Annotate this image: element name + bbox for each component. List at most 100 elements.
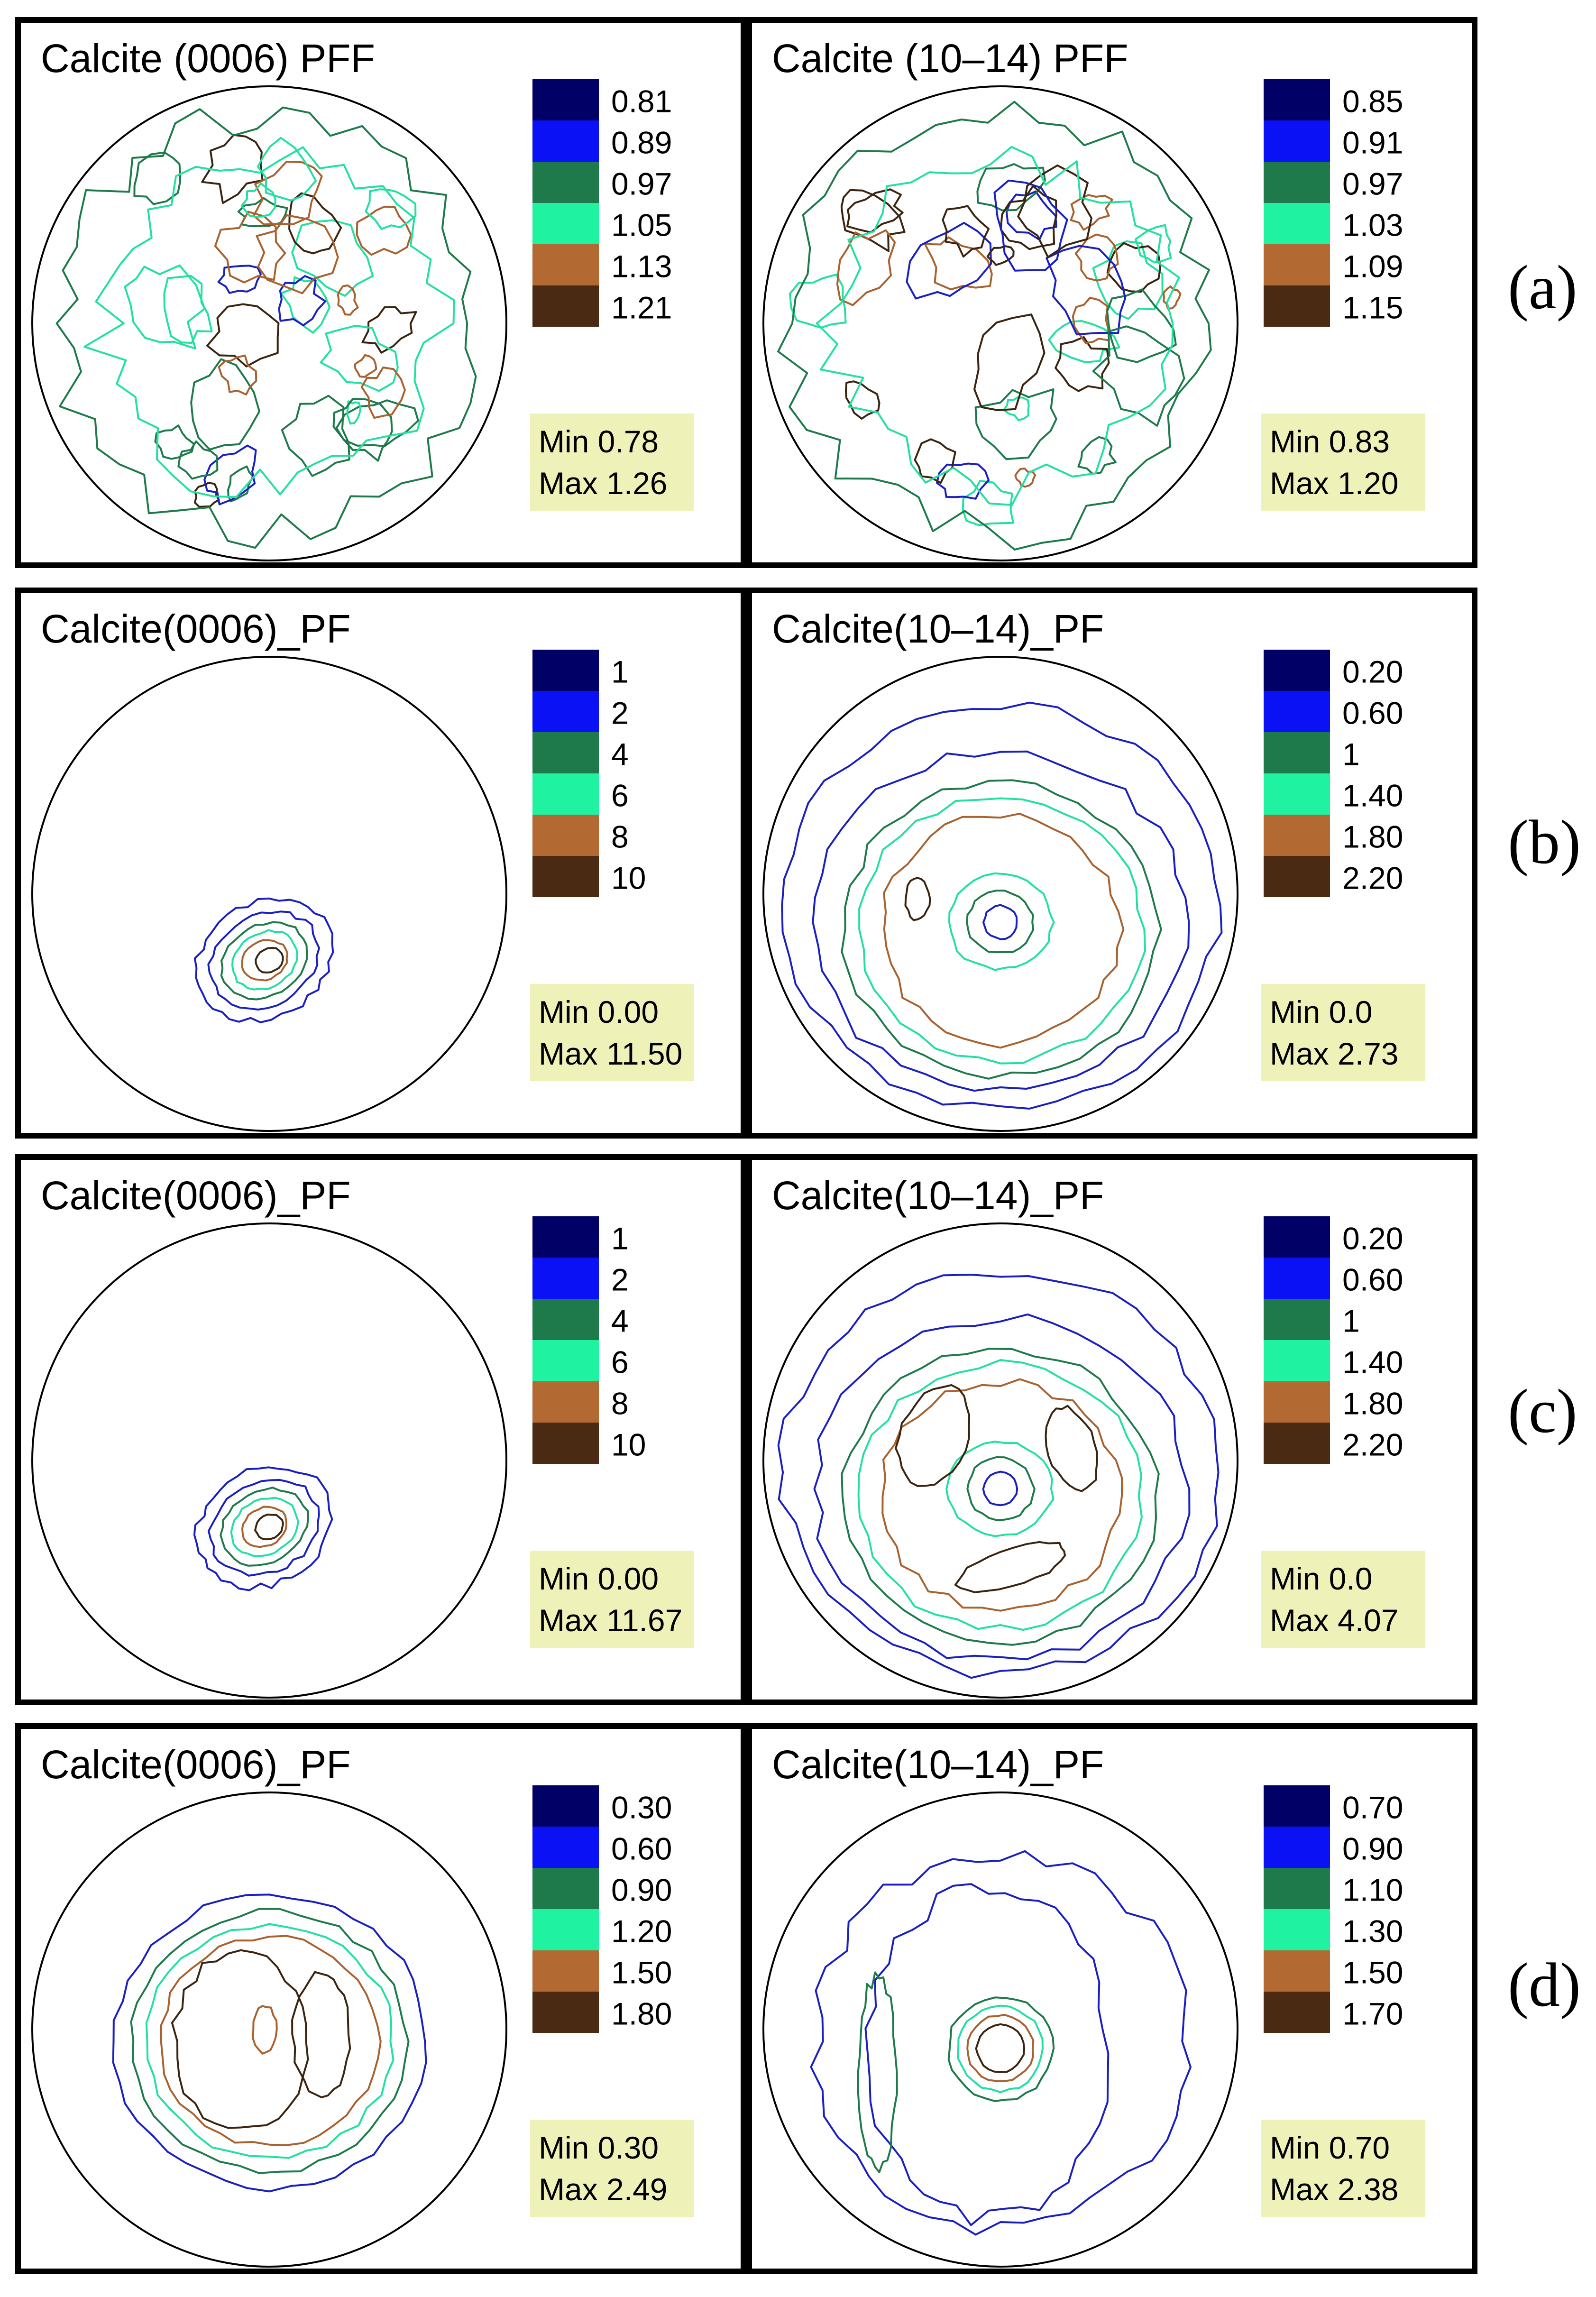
stats-box	[1261, 1551, 1425, 1648]
contour-line	[55, 106, 477, 549]
legend-label-3: 0.90	[611, 1873, 672, 1908]
legend-swatch-1	[1264, 79, 1330, 120]
contour-level-2	[130, 1908, 410, 2174]
legend-swatch-6	[1264, 285, 1330, 327]
legend-label-5: 8	[611, 1386, 629, 1421]
contour-level-6	[254, 1513, 284, 1541]
stats-box	[530, 1551, 694, 1648]
legend-label-2: 2	[611, 696, 629, 731]
contour-line	[1106, 288, 1177, 363]
legend-label-5: 1.50	[1342, 1955, 1403, 1990]
legend-swatch-3	[532, 732, 599, 773]
stat-max: Max 11.50	[539, 1036, 682, 1071]
contour-level-5	[241, 1506, 288, 1548]
legend-swatch-3	[532, 1868, 599, 1909]
legend-swatch-4	[532, 203, 599, 244]
contour-level-1	[193, 1466, 333, 1591]
legend-swatch-2	[1264, 691, 1330, 732]
contour-group	[193, 897, 334, 1023]
contour-line	[1046, 245, 1127, 336]
contour-inner-2	[966, 890, 1035, 954]
contour-level-1	[781, 701, 1223, 1110]
legend-swatch-2	[1264, 1258, 1330, 1299]
legend-swatch-6	[1264, 856, 1330, 897]
stereonet-circle-icon	[31, 1222, 507, 1699]
legend-label-1: 0.20	[1342, 654, 1403, 689]
legend-label-6: 1.21	[611, 290, 672, 325]
contour-line	[1134, 224, 1172, 264]
legend-swatch-3	[1264, 732, 1330, 773]
contour-line	[281, 395, 350, 477]
stereonet-circle-icon	[31, 1792, 507, 2268]
stats-box	[530, 413, 694, 511]
stereonet-circle-icon	[31, 85, 507, 561]
contour-line	[177, 440, 219, 480]
contour-line	[361, 306, 417, 354]
legend-swatch-5	[532, 1950, 599, 1992]
legend-label-3: 4	[611, 737, 629, 772]
legend-label-6: 10	[611, 1427, 646, 1462]
legend-swatch-1	[532, 650, 599, 691]
contour-group	[810, 1850, 1192, 2236]
legend-label-1: 0.20	[1342, 1221, 1403, 1256]
legend-swatch-3	[532, 1299, 599, 1340]
stat-max: Max 1.20	[1270, 466, 1398, 501]
legend-swatch-1	[1264, 650, 1330, 691]
contour-line	[846, 188, 904, 234]
contour-line	[240, 182, 276, 218]
legend-label-2: 0.60	[1342, 696, 1403, 731]
contour-line	[206, 303, 280, 368]
legend-label-5: 1.80	[1342, 819, 1403, 854]
legend-label-4: 1.40	[1342, 1345, 1403, 1380]
contour-group	[112, 1893, 427, 2193]
contour-level-4	[858, 797, 1147, 1065]
legend-swatch-4	[532, 773, 599, 815]
stat-min: Min 0.83	[1270, 424, 1390, 459]
legend-label-4: 1.03	[1342, 208, 1403, 243]
contour-level-2	[208, 1479, 320, 1577]
contour-level-1	[193, 897, 334, 1023]
contour-line	[163, 275, 213, 344]
legend-label-1: 1	[611, 1221, 629, 1256]
legend-swatch-2	[532, 1827, 599, 1868]
contour-level-3	[841, 779, 1162, 1080]
stereonet-circle-icon	[762, 1222, 1238, 1699]
legend-swatch-5	[1264, 1950, 1330, 1992]
contour-line	[816, 146, 1180, 506]
legend-label-2: 0.60	[611, 1831, 672, 1866]
legend-swatch-5	[1264, 244, 1330, 285]
contour-inner-1	[945, 1441, 1055, 1537]
contour-line	[360, 366, 406, 419]
contour-inner-3	[982, 904, 1018, 940]
contour-level-5	[883, 812, 1125, 1049]
stat-min: Min 0.78	[539, 424, 659, 459]
contour-band	[857, 1971, 898, 2173]
legend-label-5: 1.50	[611, 1955, 672, 1990]
legend-swatch-3	[1264, 162, 1330, 203]
stat-max: Max 4.07	[1270, 1603, 1398, 1638]
stat-max: Max 2.73	[1270, 1036, 1398, 1071]
legend-label-1: 0.85	[1342, 84, 1403, 119]
contour-inner-3	[982, 1470, 1018, 1507]
stats-box	[1261, 2120, 1425, 2217]
legend-swatch-6	[532, 285, 599, 327]
pole-figure-panel: Calcite (0006) PFF 0.81 0.89 0.97 1.05 1.13 1.…	[15, 17, 746, 568]
contour-line	[335, 399, 419, 447]
legend-label-4: 1.40	[1342, 778, 1403, 813]
contour-line	[936, 462, 990, 500]
legend-label-2: 2	[611, 1262, 629, 1297]
stat-min: Min 0.30	[539, 2130, 659, 2165]
legend-swatch-5	[1264, 815, 1330, 856]
stats-box	[530, 2120, 694, 2217]
legend-swatch-4	[1264, 203, 1330, 244]
contour-line	[789, 273, 847, 329]
panel-title: Calcite(10–14)_PF	[772, 1742, 1104, 1787]
legend-swatch-3	[1264, 1299, 1330, 1340]
contour-line	[1074, 233, 1119, 282]
contour-line	[227, 465, 254, 503]
pole-figure-panel: Calcite(10–14)_PF 0.20 0.60 1 1.40 1.80 2.20 Mi…	[746, 588, 1477, 1139]
contour-group	[193, 1466, 333, 1591]
contour-line	[976, 163, 1046, 211]
legend-swatch-4	[1264, 1340, 1330, 1381]
